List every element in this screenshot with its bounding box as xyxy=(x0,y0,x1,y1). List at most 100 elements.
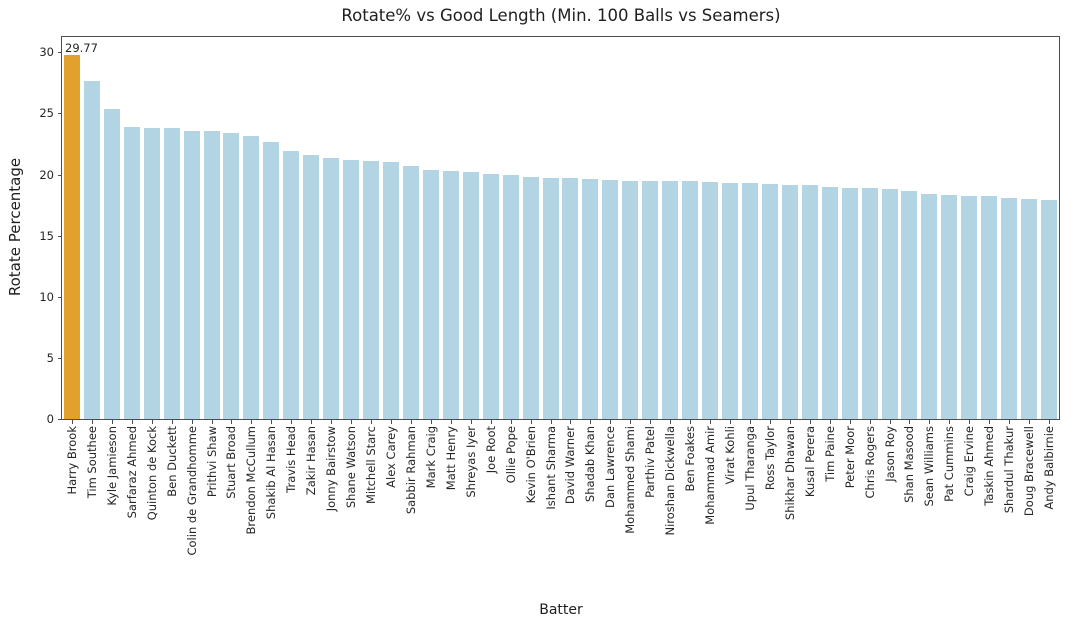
x-axis-label: Batter xyxy=(539,602,583,618)
y-tick-label: 15 xyxy=(39,228,54,243)
x-tick-label: Tim Southee xyxy=(84,426,99,499)
x-tick-label: Mark Craig xyxy=(423,426,438,489)
x-tick-label: Ben Duckett xyxy=(164,426,179,497)
x-tick-mark xyxy=(690,420,692,424)
x-tick-mark xyxy=(849,420,851,424)
bar xyxy=(861,187,878,419)
x-tick-label: Pat Cummins xyxy=(942,426,957,502)
x-tick-mark xyxy=(410,420,412,424)
x-tick-label: Shikhar Dhawan xyxy=(782,426,797,521)
x-tick-mark xyxy=(251,420,253,424)
x-tick-mark xyxy=(371,420,373,424)
y-tick-mark xyxy=(58,419,62,420)
y-tick-label: 0 xyxy=(46,412,54,426)
x-tick-mark xyxy=(1009,420,1011,424)
bar xyxy=(482,174,499,419)
bar xyxy=(1021,199,1038,419)
x-tick-label: Brendon McCullum xyxy=(244,426,259,535)
bar xyxy=(502,174,519,419)
x-tick-mark xyxy=(530,420,532,424)
y-tick-label: 25 xyxy=(39,106,54,121)
x-tick-label: Mohammad Amir xyxy=(703,426,718,525)
bar xyxy=(721,182,738,419)
bar xyxy=(1041,200,1058,419)
x-tick-mark xyxy=(351,420,353,424)
x-tick-label: Chris Rogers xyxy=(862,426,877,499)
y-tick-mark xyxy=(58,235,62,237)
x-tick-label: Quinton de Kock xyxy=(144,426,159,521)
x-tick-label: Kyle Jamieson xyxy=(104,426,119,506)
bar xyxy=(981,195,998,419)
bar xyxy=(283,150,300,419)
y-tick-mark xyxy=(58,357,62,359)
x-tick-mark xyxy=(909,420,911,424)
bar xyxy=(263,141,280,419)
x-tick-mark xyxy=(1029,420,1031,424)
x-tick-mark xyxy=(869,420,871,424)
x-tick-mark xyxy=(729,420,731,424)
x-tick-mark xyxy=(490,420,492,424)
x-tick-label: David Warner xyxy=(563,426,578,505)
x-tick-label: Doug Bracewell xyxy=(1022,426,1037,517)
y-tick-label: 30 xyxy=(39,45,54,60)
y-tick-label: 10 xyxy=(39,289,54,304)
y-tick-label: 20 xyxy=(39,167,54,182)
bar xyxy=(343,159,360,419)
bar-value-annotation: 29.77 xyxy=(65,41,98,55)
bar xyxy=(821,186,838,419)
bar xyxy=(761,183,778,419)
y-tick-label: 5 xyxy=(46,350,54,365)
bar xyxy=(921,193,938,419)
x-tick-mark xyxy=(610,420,612,424)
x-tick-label: Parthiv Patel xyxy=(643,426,658,498)
x-tick-mark xyxy=(311,420,313,424)
bar xyxy=(402,165,419,419)
x-tick-label: Shan Masood xyxy=(902,426,917,503)
x-tick-label: Niroshan Dickwella xyxy=(663,426,678,536)
x-tick-label: Jonny Bairstow xyxy=(324,426,339,512)
x-tick-mark xyxy=(749,420,751,424)
bar xyxy=(682,181,699,419)
x-tick-mark xyxy=(111,420,113,424)
x-tick-label: Mitchell Starc xyxy=(364,426,379,505)
bar xyxy=(642,180,659,419)
bar xyxy=(841,187,858,419)
bar xyxy=(801,185,818,419)
x-tick-label: Mohammed Shami xyxy=(623,426,638,534)
x-tick-label: Craig Ervine xyxy=(962,426,977,497)
x-tick-mark xyxy=(1049,420,1051,424)
x-tick-mark xyxy=(271,420,273,424)
bar xyxy=(602,179,619,419)
x-tick-mark xyxy=(331,420,333,424)
x-tick-label: Shane Watson xyxy=(344,426,359,509)
bar xyxy=(103,109,120,419)
x-tick-label: Prithvi Shaw xyxy=(204,426,219,498)
bar xyxy=(542,178,559,419)
x-tick-mark xyxy=(510,420,512,424)
bar xyxy=(303,155,320,419)
x-tick-label: Harry Brook xyxy=(64,426,79,495)
bottom-spine xyxy=(61,419,1060,420)
x-tick-label: Shardul Thakur xyxy=(1002,426,1017,514)
x-tick-label: Tim Paine xyxy=(822,426,837,482)
bar xyxy=(961,195,978,419)
bar xyxy=(462,171,479,419)
chart-title: Rotate% vs Good Length (Min. 100 Balls v… xyxy=(341,6,781,25)
top-spine xyxy=(61,36,1060,37)
x-tick-label: Dan Lawrence xyxy=(603,426,618,508)
x-tick-label: Matt Henry xyxy=(443,426,458,491)
x-tick-label: Taskin Ahmed xyxy=(982,426,997,506)
x-tick-label: Kevin O'Brien xyxy=(523,426,538,504)
bar xyxy=(243,136,260,419)
x-tick-label: Alex Carey xyxy=(384,426,398,488)
x-tick-label: Shakib Al Hasan xyxy=(264,426,279,520)
bar xyxy=(662,181,679,419)
bar xyxy=(163,128,180,419)
bar xyxy=(781,184,798,419)
x-tick-mark xyxy=(191,420,193,424)
x-tick-label: Zakir Hasan xyxy=(304,426,319,496)
x-tick-mark xyxy=(151,420,153,424)
x-tick-mark xyxy=(969,420,971,424)
bar xyxy=(941,195,958,419)
